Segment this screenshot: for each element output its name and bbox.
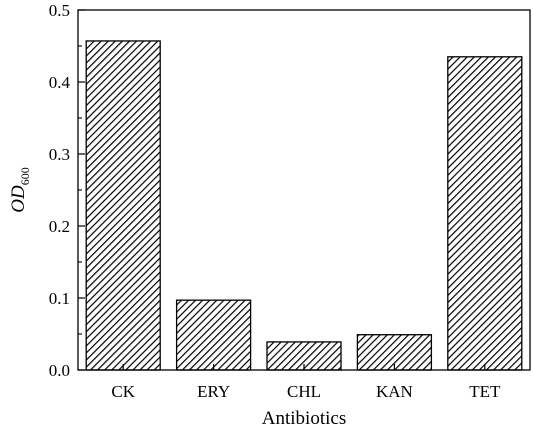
x-tick-label: KAN (376, 382, 413, 401)
x-tick-label: CK (111, 382, 135, 401)
bar-tet (448, 57, 522, 370)
bar-ery (177, 300, 251, 370)
y-tick-label: 0.3 (49, 145, 70, 164)
y-axis-title-main: OD (8, 185, 29, 213)
y-axis-title-subscript: 600 (18, 167, 32, 185)
y-tick-label: 0.4 (49, 73, 71, 92)
x-axis-title: Antibiotics (262, 408, 346, 429)
bar-ck (86, 41, 160, 370)
bars-group (86, 41, 522, 370)
y-tick-label: 0.1 (49, 289, 70, 308)
y-tick-label: 0.2 (49, 217, 70, 236)
y-axis-title: OD600 (8, 167, 32, 212)
x-tick-label: TET (469, 382, 501, 401)
x-tick-label: ERY (197, 382, 230, 401)
y-tick-label: 0.0 (49, 361, 70, 380)
x-tick-label: CHL (287, 382, 321, 401)
y-tick-label: 0.5 (49, 1, 70, 20)
